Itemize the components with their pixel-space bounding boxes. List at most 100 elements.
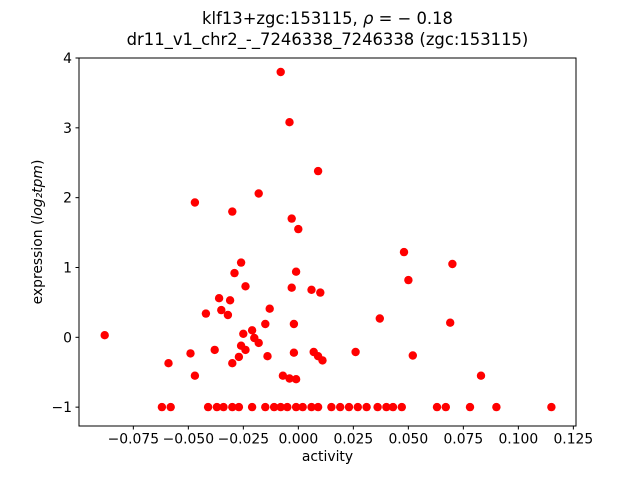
data-point [234, 402, 244, 412]
data-point [228, 207, 237, 216]
data-point [212, 402, 222, 412]
x-tick-label: 0.025 [333, 432, 373, 448]
data-point [294, 224, 303, 234]
data-point [441, 402, 450, 412]
chart-title: klf13+zgc:153115, ρ = − 0.18 dr11_v1_chr… [79, 9, 576, 50]
data-point [225, 296, 235, 305]
data-point [327, 402, 336, 412]
data-point [448, 259, 457, 269]
data-point [241, 345, 250, 355]
data-point [336, 402, 345, 412]
y-axis-label: expression (log₂tpm) [30, 160, 46, 305]
x-tick-label: −0.025 [218, 432, 269, 448]
y-axis-label-prefix: expression ( [30, 219, 46, 305]
data-point [217, 305, 226, 315]
data-point [373, 402, 382, 412]
data-point [247, 402, 257, 412]
data-point [446, 318, 455, 327]
data-point [313, 402, 323, 412]
data-point [219, 402, 228, 412]
data-point [291, 402, 301, 412]
data-point [190, 198, 200, 207]
x-tick-label: −0.050 [163, 432, 214, 448]
data-point [278, 371, 288, 380]
data-point [298, 402, 307, 412]
data-point [228, 402, 237, 412]
x-tick-label: 0.000 [278, 432, 318, 448]
data-point [283, 402, 292, 412]
x-tick-label: −0.075 [108, 432, 159, 448]
data-point [203, 402, 213, 412]
data-point [241, 282, 250, 291]
chart-title-line2: dr11_v1_chr2_-_7246338_7246338 (zgc:1531… [126, 29, 529, 49]
plot-frame [78, 57, 577, 427]
data-point [166, 402, 175, 412]
data-point [307, 285, 316, 294]
data-point [353, 402, 362, 412]
data-point [287, 214, 296, 223]
data-point [388, 402, 398, 412]
data-point [492, 402, 501, 412]
data-point [214, 294, 224, 303]
data-point [265, 304, 274, 313]
data-point [465, 402, 475, 412]
data-point [100, 331, 109, 340]
data-point [316, 288, 325, 297]
y-axis-label-suffix: ) [30, 159, 46, 166]
data-point [344, 402, 354, 412]
data-point [186, 349, 195, 358]
data-point [432, 402, 442, 412]
data-point [307, 402, 316, 412]
y-tick-label: 1 [63, 260, 72, 276]
data-point [263, 352, 272, 361]
x-tick-label: 0.075 [443, 432, 483, 448]
data-point [289, 348, 299, 357]
title-gene-pair: klf13+zgc:153115, [202, 9, 363, 28]
x-tick-label: 0.100 [498, 432, 538, 448]
data-point [404, 275, 413, 285]
y-tick-label: 4 [63, 51, 72, 67]
data-point [201, 309, 211, 318]
data-point [313, 166, 323, 176]
title-rho-symbol: ρ [362, 9, 374, 28]
data-point [228, 359, 237, 368]
data-point [239, 329, 248, 338]
data-point [375, 314, 384, 323]
data-point [234, 352, 244, 362]
data-point [476, 371, 486, 380]
data-point [547, 402, 556, 412]
data-point [236, 258, 246, 267]
y-tick-label: 3 [63, 121, 72, 137]
y-tick-label: 2 [63, 191, 72, 207]
y-axis-label-math: log₂tpm [30, 165, 46, 220]
data-point [362, 402, 371, 412]
data-point [289, 319, 299, 329]
data-point [190, 371, 200, 380]
data-point [247, 326, 257, 335]
x-tick-label: 0.050 [388, 432, 428, 448]
data-point [399, 247, 409, 257]
data-point [318, 356, 327, 365]
data-point [269, 402, 279, 412]
x-tick-label: 0.125 [553, 432, 593, 448]
data-point [291, 375, 301, 384]
data-point [351, 347, 360, 357]
data-point [397, 402, 406, 412]
data-point [223, 310, 233, 320]
data-point [230, 268, 239, 278]
data-point [287, 283, 296, 292]
data-point [210, 345, 219, 355]
data-point [285, 374, 294, 383]
data-point [276, 67, 285, 77]
data-point [408, 351, 417, 360]
y-tick-label: 0 [63, 330, 72, 346]
y-tick-label: −1 [52, 400, 72, 416]
title-rho-value: = − 0.18 [373, 9, 453, 28]
data-point [254, 189, 263, 198]
x-axis-label: activity [301, 449, 354, 465]
data-point [291, 267, 301, 276]
data-point [261, 402, 270, 412]
chart-title-line1: klf13+zgc:153115, ρ = − 0.18 [79, 9, 576, 30]
